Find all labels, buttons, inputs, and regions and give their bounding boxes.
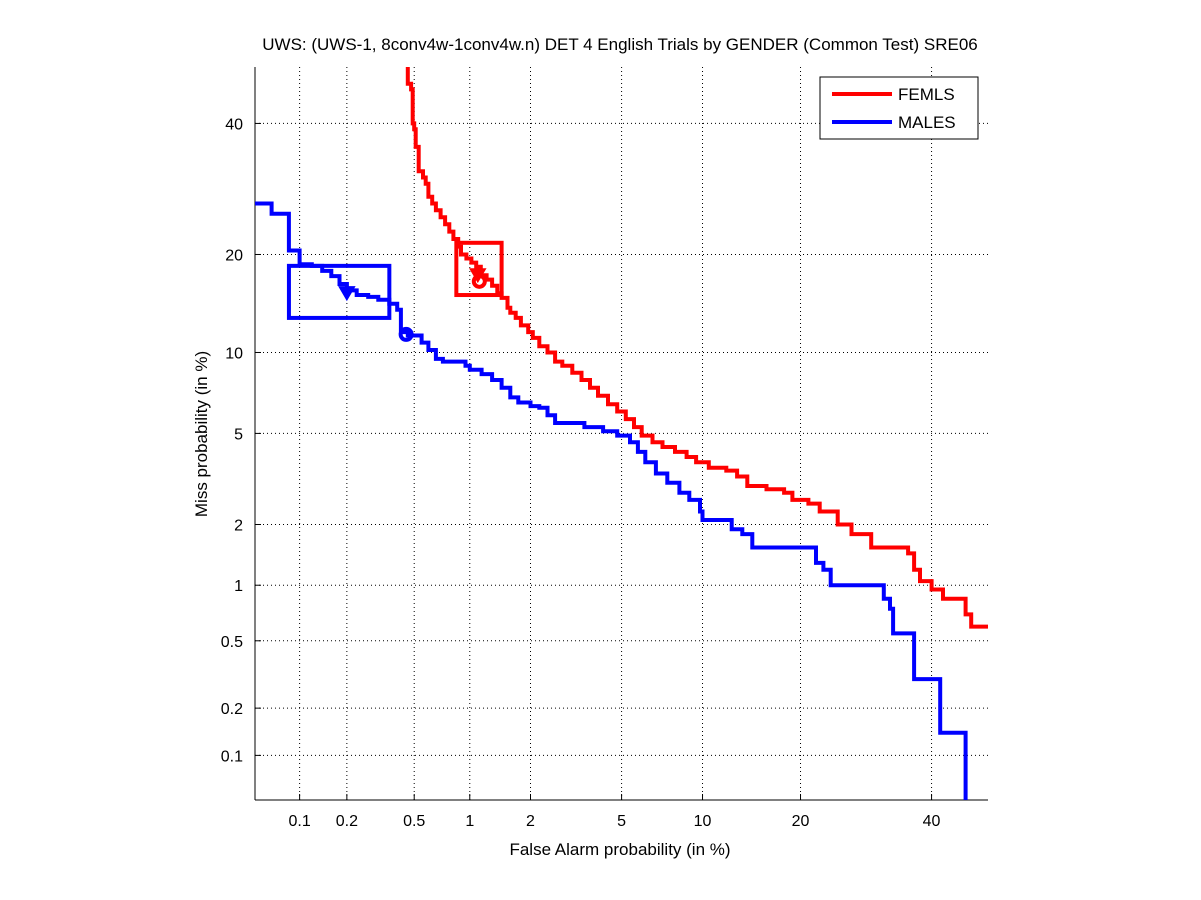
x-tick-label: 20	[792, 813, 810, 830]
y-tick-label: 0.2	[221, 701, 243, 718]
x-tick-label: 40	[923, 813, 941, 830]
actual-dcf-marker-males	[338, 286, 356, 302]
det-curve-males	[255, 201, 968, 800]
x-tick-label: 5	[617, 813, 626, 830]
axis-ticks: 0.1 0.2 0.5 1 2 5 10 20 40 0.1 0.2 0.5 1 2 5 10 20 40	[221, 67, 988, 830]
x-tick-label: 2	[526, 813, 535, 830]
chart-title: UWS: (UWS-1, 8conv4w-1conv4w.n) DET 4 En…	[262, 35, 977, 54]
legend-box	[819, 76, 979, 140]
x-axis-label: False Alarm probability (in %)	[509, 840, 730, 859]
x-tick-label: 0.2	[336, 813, 358, 830]
x-tick-label: 0.5	[403, 813, 425, 830]
y-tick-label: 10	[225, 345, 243, 362]
confidence-box-males	[286, 263, 392, 320]
x-tick-label: 0.1	[288, 813, 310, 830]
confidence-box-femls	[454, 240, 504, 298]
series-males	[255, 201, 968, 800]
det-curve-femls	[405, 67, 988, 629]
y-tick-label: 20	[225, 247, 243, 264]
x-tick-label: 10	[694, 813, 712, 830]
y-axis-label: Miss probability (in %)	[192, 351, 211, 517]
y-tick-label: 40	[225, 116, 243, 133]
series-layer	[255, 67, 988, 800]
min-dcf-marker-femls	[471, 273, 487, 289]
y-tick-label: 1	[234, 578, 243, 595]
y-tick-label: 2	[234, 517, 243, 534]
y-tick-label: 0.1	[221, 748, 243, 765]
plot-area	[255, 67, 988, 800]
legend-label-femls: FEMLS	[898, 85, 955, 104]
min-dcf-marker-males	[398, 326, 414, 342]
legend: FEMLS MALES	[819, 76, 979, 140]
x-tick-label: 1	[465, 813, 474, 830]
y-tick-label: 5	[234, 426, 243, 443]
series-femls	[405, 67, 988, 629]
y-tick-label: 0.5	[221, 634, 243, 651]
legend-label-males: MALES	[898, 113, 956, 132]
